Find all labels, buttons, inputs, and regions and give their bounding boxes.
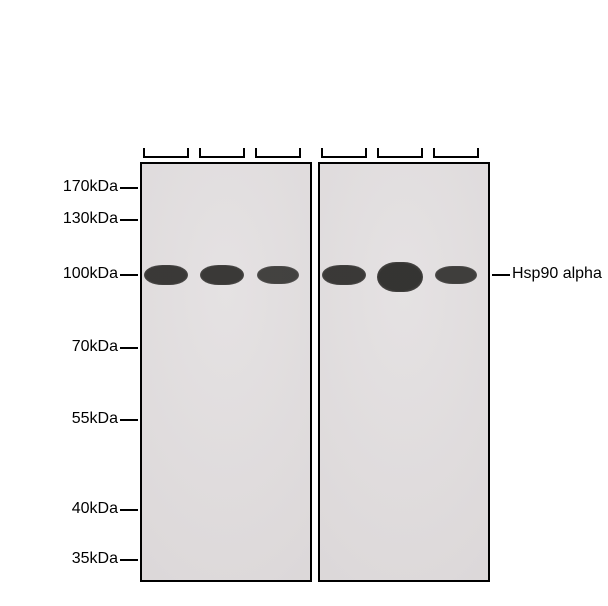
blot-panel	[318, 162, 490, 582]
mw-marker-tick	[120, 347, 138, 349]
mw-marker-tick	[120, 187, 138, 189]
protein-band	[257, 266, 299, 284]
lane-bracket	[377, 148, 423, 158]
mw-marker-label: 130kDa	[63, 210, 118, 228]
mw-marker-tick	[120, 219, 138, 221]
mw-marker-tick	[120, 509, 138, 511]
mw-marker-label: 35kDa	[72, 550, 118, 568]
protein-band	[144, 265, 188, 285]
blot-background	[320, 164, 488, 580]
lane-bracket	[199, 148, 245, 158]
mw-marker-tick	[120, 559, 138, 561]
lane-bracket	[433, 148, 479, 158]
mw-marker-label: 55kDa	[72, 410, 118, 428]
band-name-label: Hsp90 alpha	[512, 265, 602, 283]
mw-marker-label: 170kDa	[63, 178, 118, 196]
lane-labels-group: HeLaCOS-1COS-7A673Mouse testisPC-12	[0, 0, 608, 160]
blot-panel	[140, 162, 312, 582]
mw-marker-label: 100kDa	[63, 265, 118, 283]
protein-band	[322, 265, 366, 285]
protein-band	[435, 266, 477, 284]
lane-bracket	[321, 148, 367, 158]
lane-bracket	[143, 148, 189, 158]
lane-bracket	[255, 148, 301, 158]
mw-marker-label: 40kDa	[72, 500, 118, 518]
mw-marker-tick	[120, 274, 138, 276]
blot-background	[142, 164, 310, 580]
western-blot-figure: HeLaCOS-1COS-7A673Mouse testisPC-12 170k…	[0, 0, 608, 606]
protein-band	[377, 262, 423, 292]
mw-marker-tick	[120, 419, 138, 421]
band-label-tick	[492, 274, 510, 276]
protein-band	[200, 265, 244, 285]
mw-marker-label: 70kDa	[72, 338, 118, 356]
